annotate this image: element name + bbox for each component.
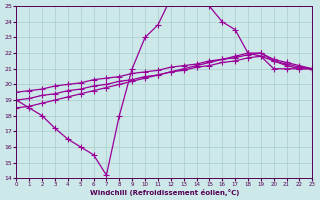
X-axis label: Windchill (Refroidissement éolien,°C): Windchill (Refroidissement éolien,°C) [90, 189, 239, 196]
